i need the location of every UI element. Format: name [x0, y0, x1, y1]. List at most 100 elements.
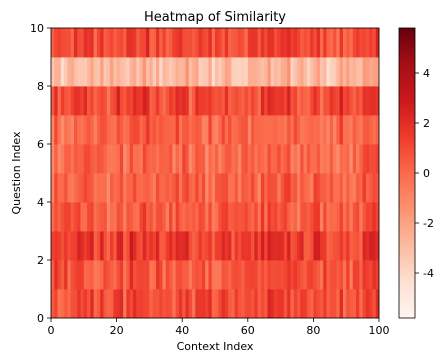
- heatmap-cell: [198, 289, 203, 319]
- heatmap-cell: [323, 260, 327, 290]
- heatmap-cell: [169, 289, 173, 319]
- heatmap-cell: [103, 289, 108, 319]
- heatmap-cell: [254, 144, 259, 174]
- heatmap-cell: [251, 115, 255, 145]
- heatmap-cell: [67, 86, 72, 116]
- y-tick-label: 0: [37, 312, 44, 325]
- heatmap-cell: [303, 289, 308, 319]
- heatmap-cell: [142, 231, 147, 261]
- heatmap-cell: [152, 28, 157, 58]
- heatmap-cell: [333, 173, 337, 203]
- heatmap-cell: [208, 28, 213, 58]
- heatmap-cell: [136, 86, 140, 116]
- heatmap-cell: [129, 144, 134, 174]
- heatmap-cell: [60, 28, 65, 58]
- heatmap-cell: [96, 260, 101, 290]
- heatmap-cell: [83, 86, 88, 116]
- heatmap-cell: [247, 28, 252, 58]
- heatmap-cell: [142, 144, 147, 174]
- heatmap-cell: [356, 173, 360, 203]
- heatmap-cell: [211, 173, 216, 203]
- heatmap-cell: [369, 260, 373, 290]
- heatmap-cell: [159, 86, 163, 116]
- heatmap-cell: [162, 57, 167, 87]
- heatmap-cell: [73, 231, 78, 261]
- heatmap-cell: [231, 173, 236, 203]
- heatmap-cell: [133, 173, 137, 203]
- heatmap-cell: [300, 260, 304, 290]
- heatmap-cell: [375, 57, 380, 87]
- heatmap-cell: [211, 260, 216, 290]
- heatmap-cell: [254, 289, 259, 319]
- heatmap-cell: [129, 289, 134, 319]
- heatmap-cell: [185, 289, 190, 319]
- heatmap-cell: [306, 289, 311, 319]
- heatmap-cell: [316, 86, 321, 116]
- heatmap-cell: [116, 202, 121, 232]
- heatmap-cell: [306, 86, 311, 116]
- heatmap-cell: [375, 202, 380, 232]
- heatmap-cell: [110, 115, 114, 145]
- heatmap-cell: [80, 115, 85, 145]
- heatmap-cell: [352, 28, 357, 58]
- heatmap-cell: [313, 115, 318, 145]
- heatmap-cell: [346, 57, 350, 87]
- heatmap-cell: [169, 86, 173, 116]
- heatmap-cell: [155, 28, 160, 58]
- heatmap-cell: [175, 86, 180, 116]
- y-tick-label: 4: [37, 196, 44, 209]
- heatmap-cell: [297, 144, 301, 174]
- colorbar-tick-label: 2: [423, 117, 430, 130]
- heatmap-cell: [195, 86, 199, 116]
- y-tick-label: 6: [37, 138, 44, 151]
- heatmap-cell: [277, 115, 281, 145]
- heatmap-cell: [133, 289, 137, 319]
- heatmap-cell: [221, 173, 226, 203]
- heatmap-cell: [142, 260, 147, 290]
- heatmap-cell: [369, 289, 373, 319]
- heatmap-cell: [54, 28, 58, 58]
- heatmap-cell: [106, 260, 111, 290]
- heatmap-cell: [80, 202, 85, 232]
- heatmap-cell: [123, 28, 127, 58]
- heatmap-cell: [316, 289, 321, 319]
- heatmap-cell: [60, 231, 65, 261]
- heatmap-cell: [359, 28, 363, 58]
- heatmap-cell: [362, 260, 367, 290]
- heatmap-cell: [87, 289, 91, 319]
- heatmap-cell: [103, 28, 108, 58]
- y-axis-label: Question Index: [10, 131, 23, 214]
- heatmap-cell: [287, 202, 291, 232]
- heatmap-cell: [267, 144, 272, 174]
- heatmap-cell: [231, 202, 236, 232]
- heatmap-cell: [165, 57, 170, 87]
- heatmap-cell: [244, 231, 249, 261]
- heatmap-cell: [182, 289, 186, 319]
- heatmap-cell: [205, 231, 209, 261]
- heatmap-cell: [218, 202, 222, 232]
- heatmap-cell: [277, 144, 281, 174]
- heatmap-cell: [87, 260, 91, 290]
- colorbar-tick-label: -2: [423, 217, 434, 230]
- heatmap-cell: [349, 202, 354, 232]
- heatmap-cell: [283, 57, 288, 87]
- heatmap-cell: [365, 86, 370, 116]
- heatmap-cell: [83, 289, 88, 319]
- heatmap-cell: [264, 57, 268, 87]
- heatmap-cell: [198, 115, 203, 145]
- heatmap-cell: [139, 57, 144, 87]
- heatmap-cell: [155, 202, 160, 232]
- heatmap-cell: [375, 173, 380, 203]
- heatmap-cell: [356, 231, 360, 261]
- heatmap-cell: [129, 231, 134, 261]
- heatmap-cell: [274, 231, 278, 261]
- heatmap-cell: [352, 86, 357, 116]
- heatmap-cell: [208, 86, 213, 116]
- heatmap-cell: [178, 260, 183, 290]
- colorbar-tick-label: 0: [423, 167, 430, 180]
- heatmap-cell: [123, 144, 127, 174]
- heatmap-cell: [352, 289, 357, 319]
- heatmap-cell: [339, 289, 344, 319]
- heatmap-cell: [346, 144, 350, 174]
- heatmap-cell: [336, 202, 341, 232]
